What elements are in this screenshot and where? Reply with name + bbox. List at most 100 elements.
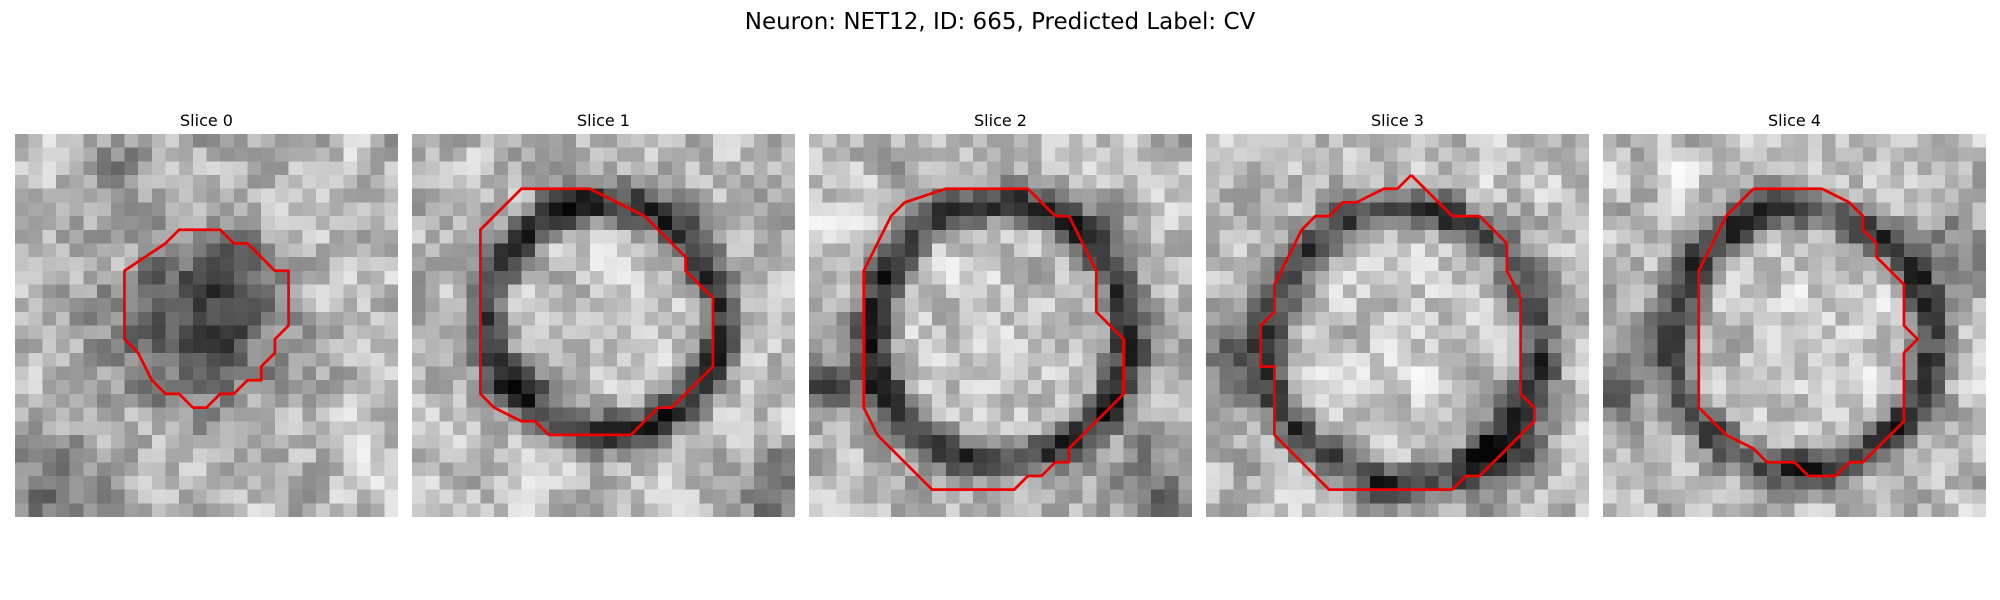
pixel	[726, 134, 741, 148]
pixel	[192, 489, 207, 504]
pixel	[302, 407, 317, 422]
pixel	[97, 462, 112, 477]
pixel	[740, 216, 755, 231]
pixel	[1561, 188, 1576, 203]
pixel	[535, 407, 550, 422]
pixel	[1944, 421, 1959, 436]
pixel	[15, 462, 29, 477]
pixel	[535, 284, 550, 299]
pixel	[1616, 434, 1631, 449]
pixel	[548, 243, 563, 258]
pixel	[1452, 366, 1467, 381]
pixel	[165, 380, 180, 395]
pixel	[576, 393, 591, 408]
pixel	[233, 434, 248, 449]
pixel	[877, 325, 892, 340]
pixel	[28, 325, 43, 340]
pixel	[1137, 489, 1152, 504]
pixel	[1356, 503, 1371, 517]
pixel	[1274, 175, 1289, 189]
pixel	[1780, 257, 1795, 272]
pixel	[494, 229, 509, 244]
pixel	[151, 434, 166, 449]
pixel	[1876, 421, 1891, 436]
pixel	[781, 325, 795, 340]
pixel	[138, 462, 153, 477]
pixel	[1438, 243, 1453, 258]
pixel	[932, 311, 947, 326]
pixel	[1821, 407, 1836, 422]
pixel	[1206, 366, 1220, 381]
pixel	[973, 421, 988, 436]
pixel	[1452, 188, 1467, 203]
pixel	[973, 147, 988, 162]
pixel	[1247, 407, 1261, 422]
pixel	[1821, 257, 1836, 272]
pixel	[1561, 243, 1576, 258]
pixel	[1657, 421, 1672, 436]
pixel	[932, 380, 947, 395]
pixel	[535, 216, 550, 231]
pixel	[233, 352, 248, 367]
pixel	[589, 503, 604, 517]
pixel	[1424, 325, 1439, 340]
pixel	[1780, 284, 1795, 299]
pixel	[767, 257, 782, 272]
pixel	[1520, 298, 1535, 313]
pixel	[1616, 311, 1631, 326]
pixel	[480, 380, 495, 395]
pixel	[562, 284, 577, 299]
pixel	[1041, 311, 1056, 326]
pixel	[97, 188, 112, 203]
pixel	[1342, 202, 1357, 217]
pixel	[1301, 325, 1316, 340]
pixel	[1014, 175, 1029, 189]
pixel	[1383, 175, 1398, 189]
pixel	[603, 503, 618, 517]
pixel	[247, 325, 262, 340]
pixel	[220, 339, 235, 354]
pixel	[1219, 188, 1234, 203]
pixel	[945, 147, 960, 162]
pixel	[809, 270, 823, 285]
pixel	[1712, 270, 1727, 285]
pixel	[356, 134, 371, 148]
pixel	[753, 311, 768, 326]
pixel	[521, 489, 536, 504]
pixel	[1876, 352, 1891, 367]
pixel	[1082, 339, 1097, 354]
pixel	[1671, 407, 1686, 422]
pixel	[274, 421, 289, 436]
pixel	[356, 489, 371, 504]
pixel	[28, 229, 43, 244]
pixel	[1644, 448, 1658, 463]
pixel	[918, 489, 933, 504]
pixel	[1835, 366, 1850, 381]
pixel	[753, 257, 768, 272]
pixel	[83, 325, 98, 340]
pixel	[412, 298, 426, 313]
pixel	[850, 352, 864, 367]
pixel	[1917, 462, 1932, 477]
pixel	[891, 421, 906, 436]
pixel	[124, 352, 139, 367]
pixel	[1109, 216, 1124, 231]
pixel	[1082, 393, 1097, 408]
pixel	[877, 298, 892, 313]
pixel	[1465, 448, 1480, 463]
pixel	[781, 339, 795, 354]
pixel	[247, 393, 262, 408]
pixel	[1164, 202, 1179, 217]
pixel	[1178, 407, 1192, 422]
pixel	[1493, 352, 1508, 367]
pixel	[1547, 434, 1562, 449]
pixel	[945, 448, 960, 463]
pixel	[863, 407, 878, 422]
pixel	[453, 298, 467, 313]
pixel	[1288, 284, 1303, 299]
pixel	[630, 325, 645, 340]
pixel	[453, 352, 467, 367]
pixel	[302, 298, 317, 313]
pixel	[877, 243, 892, 258]
pixel	[1876, 380, 1891, 395]
